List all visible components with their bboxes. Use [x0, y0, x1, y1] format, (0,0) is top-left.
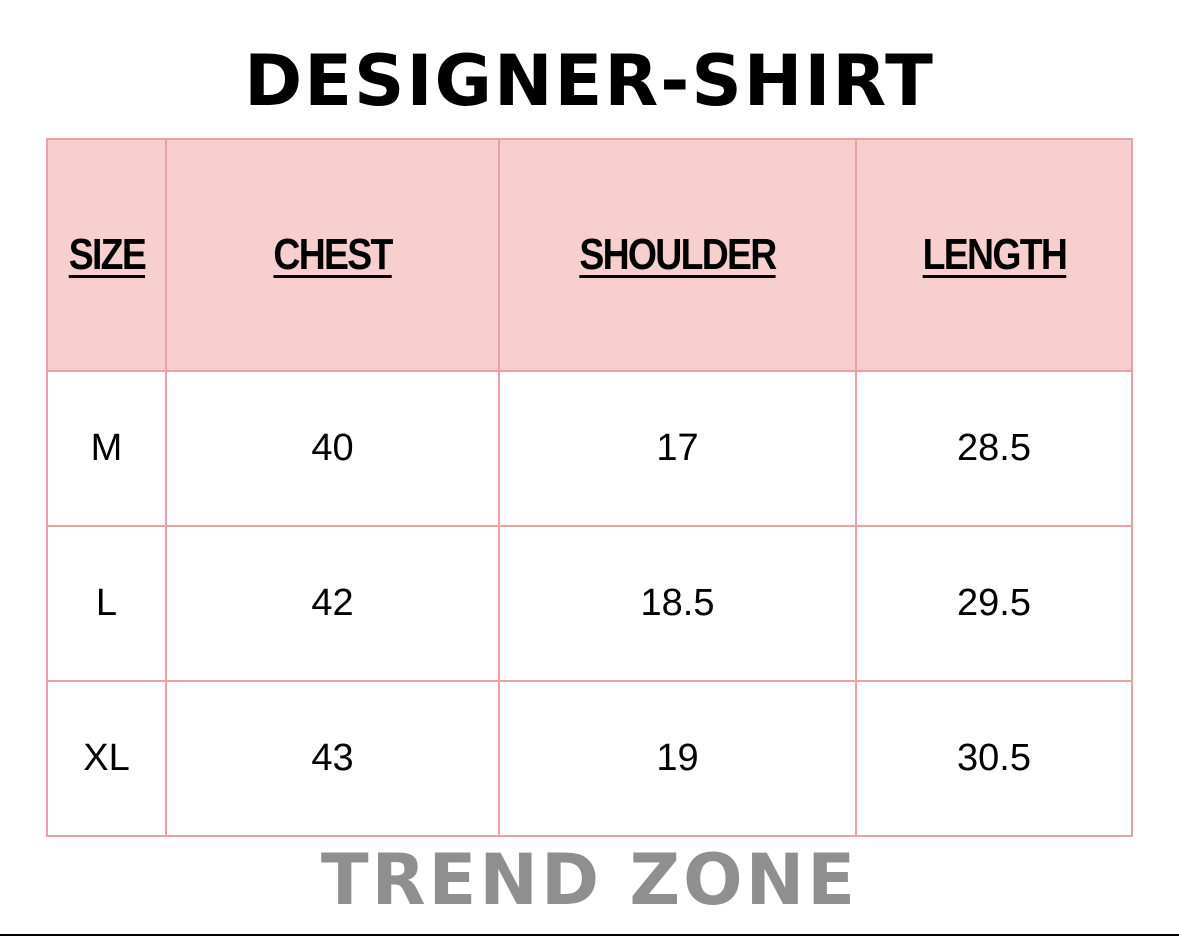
bottom-divider: [0, 934, 1179, 936]
table-row: XL 43 19 30.5: [46, 680, 1133, 837]
cell-shoulder: 18.5: [498, 525, 857, 682]
header-label: SIZE: [68, 230, 146, 279]
cell-chest: 43: [165, 680, 500, 837]
header-label: CHEST: [273, 230, 393, 279]
chart-title: DESIGNER-SHIRT: [244, 40, 935, 122]
cell-chest: 40: [165, 370, 500, 527]
header-label: LENGTH: [922, 230, 1067, 279]
cell-shoulder: 19: [498, 680, 857, 837]
cell-length: 29.5: [855, 525, 1133, 682]
cell-shoulder: 17: [498, 370, 857, 527]
brand-footer: TREND ZONE: [320, 839, 859, 921]
header-row: SIZE CHEST SHOULDER LENGTH: [46, 138, 1133, 372]
cell-length: 30.5: [855, 680, 1133, 837]
header-size: SIZE: [46, 138, 167, 372]
cell-length: 28.5: [855, 370, 1133, 527]
header-shoulder: SHOULDER: [498, 138, 857, 372]
cell-size: L: [46, 525, 167, 682]
cell-size: XL: [46, 680, 167, 837]
cell-chest: 42: [165, 525, 500, 682]
cell-size: M: [46, 370, 167, 527]
header-chest: CHEST: [165, 138, 500, 372]
table-row: M 40 17 28.5: [46, 370, 1133, 527]
header-length: LENGTH: [855, 138, 1133, 372]
table-row: L 42 18.5 29.5: [46, 525, 1133, 682]
header-label: SHOULDER: [579, 230, 777, 279]
size-chart-table: SIZE CHEST SHOULDER LENGTH M 40 17 28.5 …: [46, 138, 1133, 837]
